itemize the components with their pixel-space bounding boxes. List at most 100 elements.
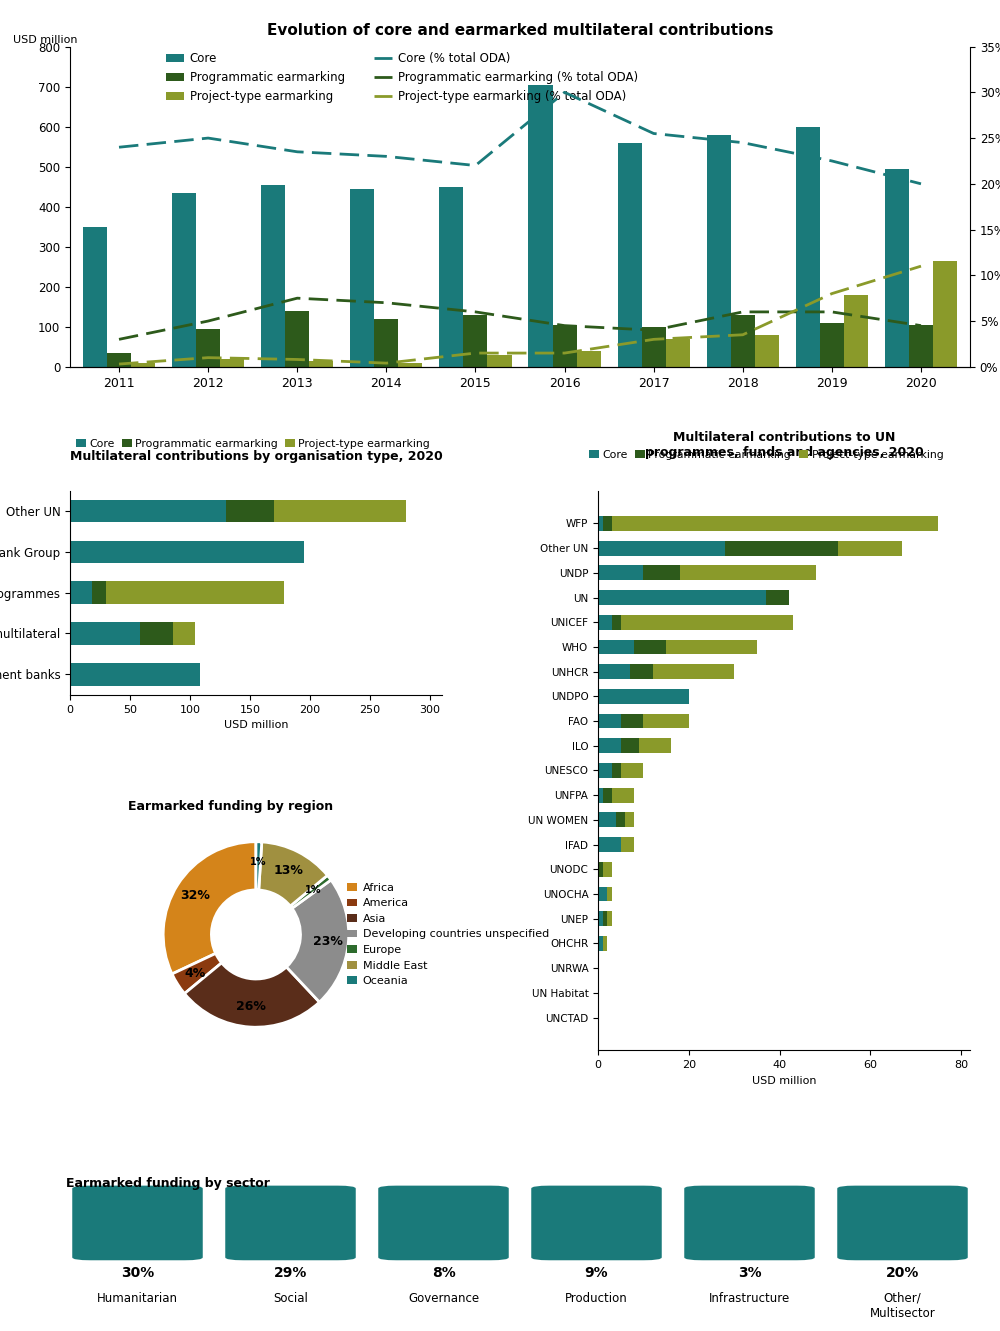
Bar	[598, 689, 689, 704]
Bar	[621, 739, 639, 753]
Bar	[731, 314, 755, 367]
Bar	[598, 912, 603, 926]
Bar	[598, 639, 634, 655]
Wedge shape	[172, 953, 222, 994]
Text: 8%: 8%	[432, 1266, 455, 1280]
Bar	[933, 261, 957, 367]
Bar	[603, 862, 612, 877]
FancyBboxPatch shape	[531, 1186, 662, 1260]
Bar	[607, 912, 612, 926]
Text: Humanitarian: Humanitarian	[97, 1292, 178, 1304]
Text: Earmarked funding by sector: Earmarked funding by sector	[66, 1177, 269, 1190]
Bar	[598, 763, 612, 777]
Text: 3%: 3%	[738, 1266, 761, 1280]
Bar	[598, 837, 621, 852]
Bar	[598, 566, 643, 580]
Bar	[172, 193, 196, 367]
Bar	[598, 615, 612, 630]
Bar	[643, 713, 689, 728]
Bar	[885, 169, 909, 367]
Bar	[350, 189, 374, 367]
Bar	[131, 363, 155, 367]
Bar	[616, 812, 625, 828]
Bar	[285, 310, 309, 367]
Bar	[274, 500, 406, 522]
Bar	[463, 314, 487, 367]
Wedge shape	[163, 841, 256, 974]
Bar	[598, 540, 725, 555]
Text: 1%: 1%	[305, 885, 321, 896]
Bar	[70, 500, 226, 522]
Bar	[618, 142, 642, 367]
Bar	[621, 763, 643, 777]
Text: 29%: 29%	[274, 1266, 307, 1280]
Bar	[909, 325, 933, 367]
Text: Production: Production	[565, 1292, 628, 1304]
FancyBboxPatch shape	[225, 1186, 356, 1260]
Legend: Africa, America, Asia, Developing countries unspecified, Europe, Middle East, Oc: Africa, America, Asia, Developing countr…	[343, 878, 553, 990]
Bar	[603, 516, 612, 531]
Bar	[612, 763, 621, 777]
Wedge shape	[184, 962, 319, 1028]
Legend: Core, Programmatic earmarking, Project-type earmarking: Core, Programmatic earmarking, Project-t…	[585, 446, 948, 465]
Bar	[625, 812, 634, 828]
Wedge shape	[256, 841, 262, 890]
FancyBboxPatch shape	[684, 1186, 815, 1260]
Bar	[598, 713, 621, 728]
Bar	[107, 353, 131, 367]
Bar	[666, 639, 757, 655]
FancyBboxPatch shape	[378, 1186, 509, 1260]
Text: 9%: 9%	[585, 1266, 608, 1280]
Text: 4%: 4%	[184, 966, 205, 980]
Text: Other/
Multisector: Other/ Multisector	[870, 1292, 935, 1320]
Bar	[621, 615, 793, 630]
Bar	[487, 355, 512, 367]
Title: Multilateral contributions by organisation type, 2020: Multilateral contributions by organisati…	[70, 450, 442, 463]
Title: Evolution of core and earmarked multilateral contributions: Evolution of core and earmarked multilat…	[267, 24, 773, 39]
Bar	[612, 516, 938, 531]
Text: Earmarked funding by region: Earmarked funding by region	[128, 800, 334, 813]
Bar	[261, 185, 285, 367]
Bar	[106, 582, 284, 604]
X-axis label: USD million: USD million	[752, 1075, 816, 1086]
Legend: Core, Programmatic earmarking, Project-type earmarking: Core, Programmatic earmarking, Project-t…	[72, 435, 434, 454]
Bar	[226, 500, 274, 522]
Bar	[844, 294, 868, 367]
Bar	[598, 812, 616, 828]
Text: 1%: 1%	[250, 857, 266, 868]
Bar	[634, 639, 666, 655]
Text: Social: Social	[273, 1292, 308, 1304]
Wedge shape	[259, 843, 327, 906]
Bar	[598, 739, 621, 753]
Bar	[766, 590, 789, 604]
Bar	[603, 788, 612, 803]
Text: USD million: USD million	[13, 35, 78, 45]
Text: 13%: 13%	[274, 864, 304, 877]
Bar	[374, 318, 398, 367]
Bar	[653, 664, 734, 679]
Text: 32%: 32%	[180, 889, 210, 902]
Bar	[220, 359, 244, 367]
Bar	[639, 739, 671, 753]
Bar	[621, 713, 643, 728]
Bar	[796, 126, 820, 367]
Bar	[92, 582, 106, 604]
X-axis label: USD million: USD million	[224, 720, 288, 731]
Bar	[612, 788, 634, 803]
Bar	[553, 325, 577, 367]
Bar	[70, 623, 140, 644]
FancyBboxPatch shape	[72, 1186, 203, 1260]
Bar	[603, 912, 607, 926]
Bar	[598, 788, 603, 803]
Legend: Core, Programmatic earmarking, Project-type earmarking, Core (% total ODA), Prog: Core, Programmatic earmarking, Project-t…	[166, 52, 638, 104]
Bar	[598, 590, 766, 604]
Text: Governance: Governance	[408, 1292, 479, 1304]
Text: 23%: 23%	[313, 934, 343, 948]
Text: 26%: 26%	[236, 1000, 266, 1013]
Bar	[607, 886, 612, 901]
Bar	[173, 623, 195, 644]
Bar	[725, 540, 838, 555]
Wedge shape	[286, 880, 349, 1002]
Bar	[83, 226, 107, 367]
Text: Infrastructure: Infrastructure	[709, 1292, 790, 1304]
